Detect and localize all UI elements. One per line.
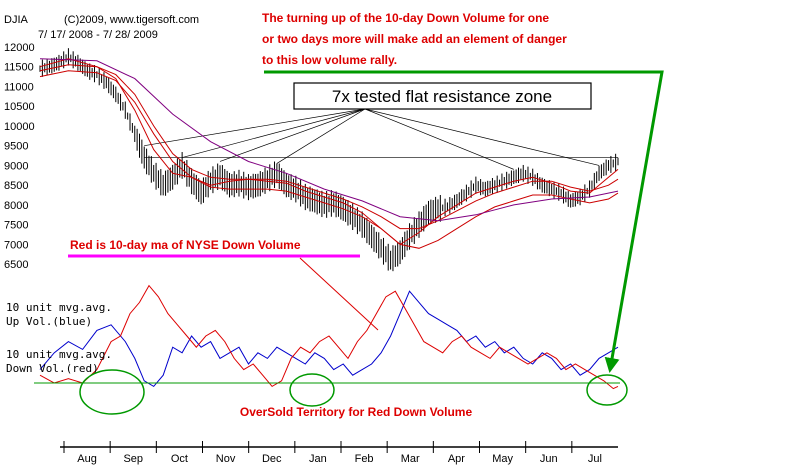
- x-tick-label: Feb: [355, 453, 374, 465]
- resistance-box: [293, 82, 592, 110]
- y-tick-label: 7000: [4, 239, 28, 251]
- x-tick-label: Aug: [77, 453, 97, 465]
- oversold-circle-aug: [79, 369, 145, 415]
- x-tick-label: May: [492, 453, 513, 465]
- vol-label-3: 10 unit mvg.avg.: [6, 348, 112, 361]
- copyright-label: (C)2009, www.tigersoft.com: [64, 14, 199, 26]
- oversold-circle-jan: [289, 373, 335, 407]
- y-tick-label: 11500: [4, 62, 34, 74]
- y-tick-label: 8500: [4, 180, 28, 192]
- resistance-ray: [182, 108, 366, 158]
- y-tick-label: 10500: [4, 101, 35, 113]
- y-tick-label: 9500: [4, 141, 28, 153]
- ma_lower-line: [39, 70, 619, 249]
- ma_long-line: [39, 58, 619, 222]
- x-tick-label: Oct: [171, 453, 188, 465]
- ticker-label: DJIA: [4, 14, 29, 26]
- y-tick-label: 9000: [4, 160, 28, 172]
- y-tick-label: 10000: [4, 121, 35, 133]
- vol-label-4: Down Vol.(red): [6, 362, 99, 375]
- date-range-label: 7/ 17/ 2008 - 7/ 28/ 2009: [38, 29, 158, 41]
- resistance-ray: [364, 108, 600, 166]
- x-tick-label: Jun: [540, 453, 558, 465]
- y-tick-label: 11000: [4, 81, 34, 93]
- x-tick-label: Jul: [588, 453, 602, 465]
- green-arrow: [264, 70, 664, 373]
- warning-line-2: or two days more will make add an elemen…: [262, 32, 567, 46]
- resistance-ray: [144, 108, 366, 147]
- volume-panel: [34, 284, 620, 390]
- up_vol-line: [39, 290, 619, 388]
- oversold-label: OverSold Territory for Red Down Volume: [240, 405, 473, 419]
- x-tick-label: Apr: [448, 453, 465, 465]
- y-tick-label: 7500: [4, 220, 28, 232]
- x-tick-label: Dec: [262, 453, 282, 465]
- x-tick-label: Nov: [216, 453, 236, 465]
- ma_fast-line: [39, 58, 619, 246]
- resistance-ray: [219, 108, 366, 162]
- vol-label-1: 10 unit mvg.avg.: [6, 301, 112, 314]
- y-tick-label: 12000: [4, 42, 35, 54]
- x-tick-label: Jan: [309, 453, 327, 465]
- vol-label-2: Up Vol.(blue): [6, 315, 92, 328]
- red-ma-label: Red is 10-day ma of NYSE Down Volume: [70, 238, 301, 252]
- oversold-circle-jul: [586, 374, 628, 406]
- y-tick-label: 8000: [4, 200, 28, 212]
- x-tick-label: Mar: [401, 453, 420, 465]
- resistance-ray: [364, 108, 514, 170]
- x-tick-label: Sep: [123, 453, 143, 465]
- ma_mid-line: [39, 64, 619, 230]
- axes: 12000 11500 11000 10500 10000 9500 9000 8500 800…: [4, 42, 618, 465]
- red-pointer-line: [299, 257, 379, 331]
- y-tick-label: 6500: [4, 259, 28, 271]
- price-panel: [39, 48, 619, 272]
- resistance-label: 7x tested flat resistance zone: [332, 87, 552, 106]
- warning-line-3: to this low volume rally.: [262, 53, 397, 67]
- down_vol-line: [39, 284, 619, 390]
- resistance-ray: [276, 108, 366, 164]
- warning-line-1: The turning up of the 10-day Down Volume…: [262, 11, 549, 25]
